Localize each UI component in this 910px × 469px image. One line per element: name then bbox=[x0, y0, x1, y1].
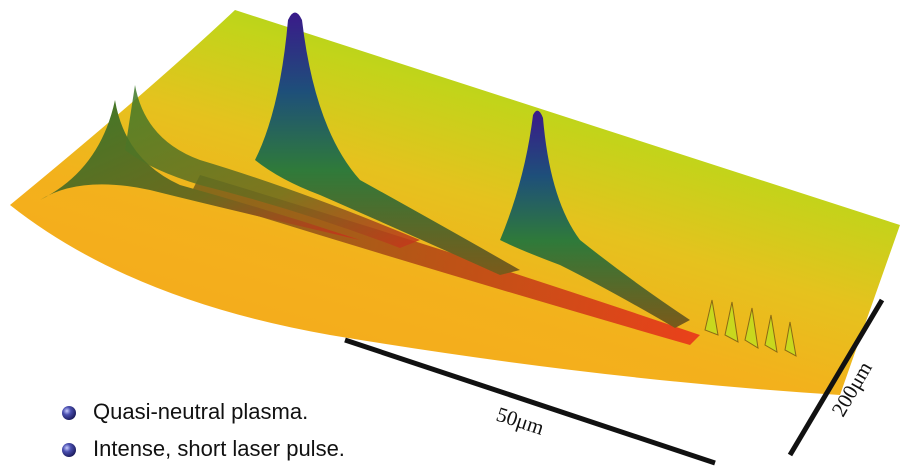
bullet-marker bbox=[62, 406, 76, 420]
bullet-marker bbox=[62, 443, 76, 457]
bullet-text: Quasi-neutral plasma. bbox=[93, 399, 308, 424]
bullet-list: Quasi-neutral plasma. Intense, short las… bbox=[62, 399, 345, 461]
plasma-surface bbox=[10, 10, 900, 395]
length-label: 50μm bbox=[493, 402, 547, 440]
figure: 50μm 200μm Quasi-neutral plasma. Intense… bbox=[0, 0, 910, 469]
page: 50μm 200μm Quasi-neutral plasma. Intense… bbox=[0, 0, 910, 469]
bullet-text: Intense, short laser pulse. bbox=[93, 436, 345, 461]
